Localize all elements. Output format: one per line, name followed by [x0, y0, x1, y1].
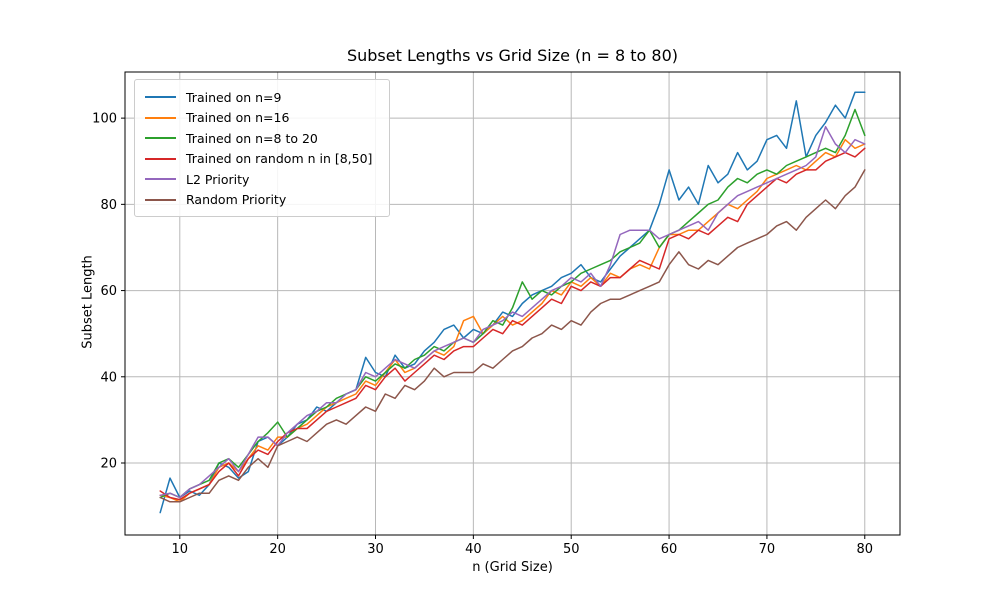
legend-label: L2 Priority — [186, 171, 250, 187]
legend-line-swatch — [145, 116, 176, 119]
legend-label: Trained on n=8 to 20 — [186, 130, 318, 146]
legend-line-swatch — [145, 96, 176, 99]
x-tick-label: 20 — [269, 542, 286, 557]
axes-frame — [124, 71, 901, 536]
legend-item: Trained on random n in [8,50] — [145, 149, 379, 170]
y-tick-label: 20 — [100, 457, 117, 472]
x-axis-label: n (Grid Size) — [472, 560, 553, 575]
y-tick-label: 80 — [100, 198, 117, 213]
series-line-trained-on-n-8-to-20 — [159, 108, 866, 499]
legend-label: Trained on n=9 — [186, 89, 282, 105]
y-tick-label: 40 — [100, 370, 117, 385]
legend-line-swatch — [145, 137, 176, 140]
x-tick-label: 60 — [661, 542, 678, 557]
chart-title: Subset Lengths vs Grid Size (n = 8 to 80… — [346, 46, 679, 65]
x-tick-label: 30 — [367, 542, 384, 557]
series-line-trained-on-n-16 — [159, 138, 866, 503]
y-axis-label: Subset Length — [80, 255, 96, 349]
x-tick-label: 80 — [856, 542, 873, 557]
y-tick-label: 100 — [92, 112, 117, 127]
legend-label: Random Priority — [186, 192, 287, 208]
x-tick-label: 10 — [172, 542, 189, 557]
legend-item: Trained on n=8 to 20 — [145, 128, 379, 149]
series-line-random-priority — [159, 169, 866, 503]
legend-item: L2 Priority — [145, 169, 379, 190]
x-tick-label: 40 — [465, 542, 482, 557]
series-line-trained-on-random-n-in-8-50- — [159, 147, 866, 501]
legend-item: Trained on n=9 — [145, 87, 379, 108]
legend-line-swatch — [145, 198, 176, 201]
x-tick-label: 50 — [563, 542, 580, 557]
x-tick-label: 70 — [759, 542, 776, 557]
legend-label: Trained on n=16 — [186, 110, 290, 126]
legend-label: Trained on random n in [8,50] — [186, 151, 373, 167]
y-tick-label: 60 — [100, 284, 117, 299]
legend-line-swatch — [145, 157, 176, 160]
legend: Trained on n=9 Trained on n=16 Trained on … — [134, 79, 390, 217]
legend-item: Random Priority — [145, 190, 379, 211]
legend-line-swatch — [145, 178, 176, 181]
legend-item: Trained on n=16 — [145, 108, 379, 129]
